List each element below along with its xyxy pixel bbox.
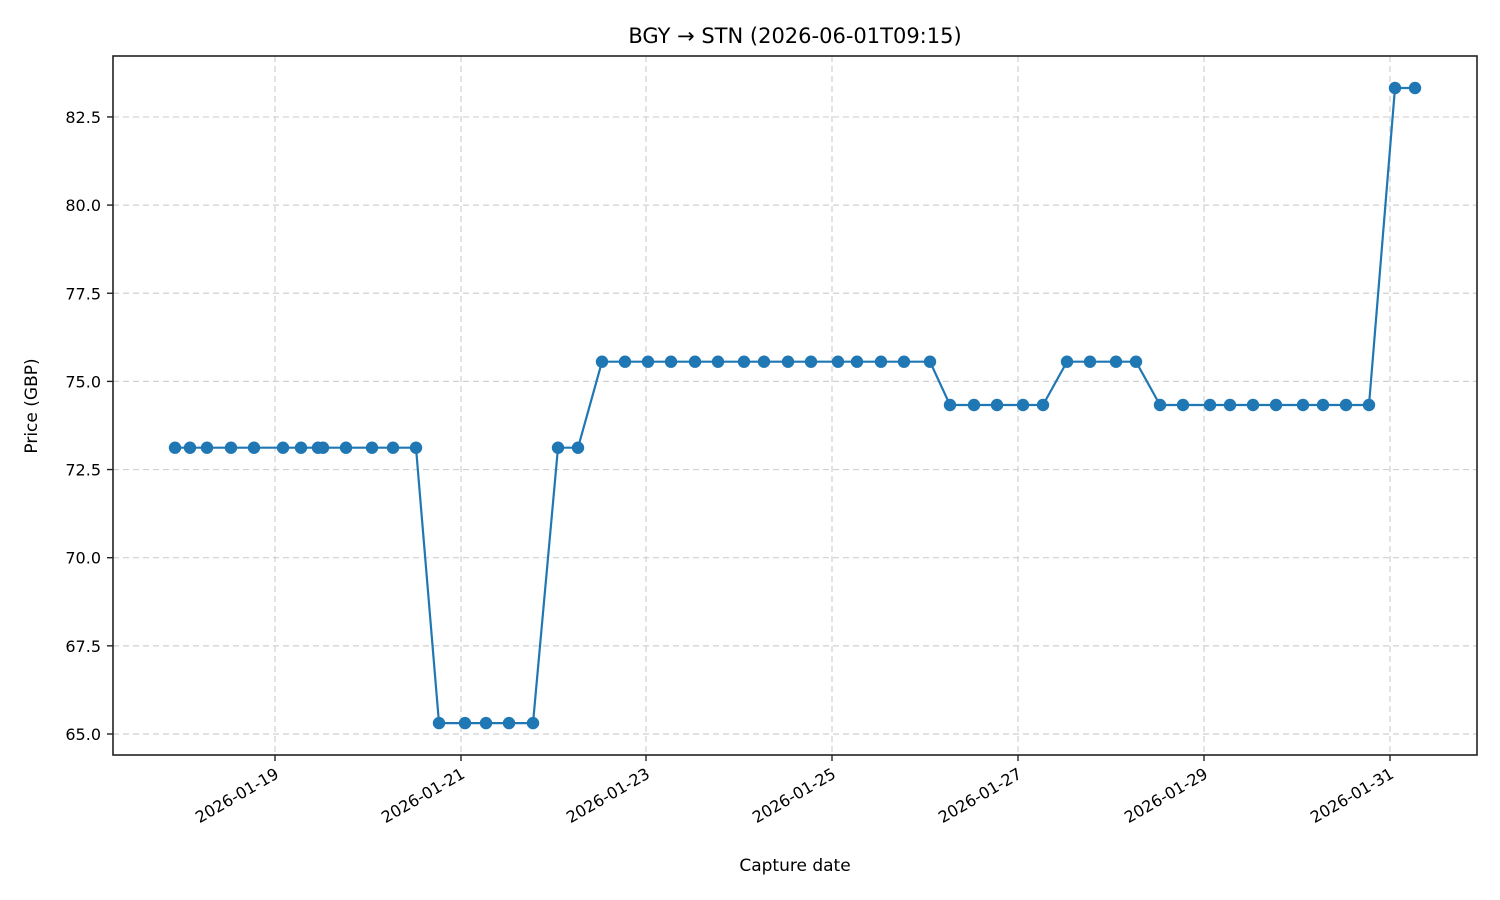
data-point-marker [664,355,678,368]
data-point-marker [967,398,981,412]
data-point-marker [1060,355,1074,368]
data-point-marker [1223,398,1237,412]
data-point-marker [168,441,182,454]
data-point-marker [551,441,565,454]
data-point-marker [1016,398,1030,412]
data-point-marker [458,716,472,730]
chart-title: BGY → STN (2026-06-01T09:15) [628,24,961,48]
data-point-marker [990,398,1004,412]
data-point-marker [339,441,353,454]
data-point-marker [618,355,632,368]
data-point-marker [1153,398,1167,412]
data-point-marker [595,355,609,368]
data-point-marker [247,441,261,454]
data-point-marker [316,441,330,454]
data-point-marker [1388,81,1402,95]
plot-frame [112,55,1478,756]
data-point-marker [386,441,400,454]
data-point-marker [526,716,540,730]
data-point-marker [1316,398,1330,412]
y-tick-label: 77.5 [65,284,101,303]
data-point-marker [1296,398,1310,412]
x-axis-label: Capture date [739,856,850,876]
data-point-marker [923,355,937,368]
data-point-marker [711,355,725,368]
data-point-marker [1339,398,1353,412]
data-point-marker [781,355,795,368]
data-point-marker [757,355,771,368]
y-tick-label: 72.5 [65,461,101,480]
data-point-marker [409,441,423,454]
data-point-marker [1036,398,1050,412]
data-point-marker [943,398,957,412]
data-point-marker [1203,398,1217,412]
data-point-marker [365,441,379,454]
data-point-marker [874,355,888,368]
data-point-marker [1129,355,1143,368]
y-tick-label: 82.5 [65,108,101,127]
data-point-marker [831,355,845,368]
y-tick-label: 65.0 [65,725,101,744]
data-point-marker [641,355,655,368]
data-point-marker [183,441,197,454]
data-point-marker [479,716,493,730]
data-point-marker [1362,398,1376,412]
data-point-marker [502,716,516,730]
data-point-marker [276,441,290,454]
data-point-marker [294,441,308,454]
data-point-marker [737,355,751,368]
y-tick-label: 80.0 [65,196,101,215]
grid-lines [113,56,1477,755]
data-point-marker [1408,81,1422,95]
data-point-marker [432,716,446,730]
data-point-marker [804,355,818,368]
y-tick-label: 67.5 [65,637,101,656]
data-point-marker [224,441,238,454]
data-point-marker [1246,398,1260,412]
y-tick-label: 75.0 [65,372,101,391]
data-point-marker [850,355,864,368]
data-point-marker [1269,398,1283,412]
data-point-marker [897,355,911,368]
data-point-marker [1176,398,1190,412]
data-point-marker [571,441,585,454]
data-point-marker [1083,355,1097,368]
data-point-marker [1109,355,1123,368]
price-series [168,81,1422,730]
y-axis-label: Price (GBP) [22,358,42,453]
y-tick-label: 70.0 [65,549,101,568]
y-axis: 65.0 67.5 70.0 72.5 75.0 77.5 80.0 82.5 [65,108,113,744]
data-point-marker [688,355,702,368]
data-point-marker [200,441,214,454]
